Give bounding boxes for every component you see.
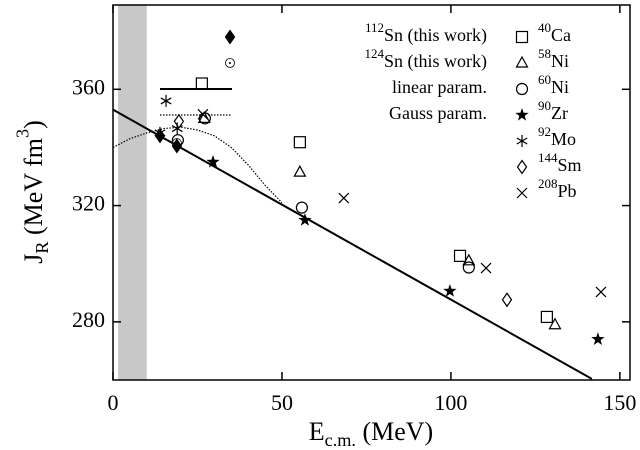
legend-name: Ni xyxy=(551,51,569,71)
marker xyxy=(298,213,312,226)
x-tick-label: 100 xyxy=(434,390,467,415)
line xyxy=(112,126,283,204)
marker xyxy=(480,262,492,274)
marker xyxy=(515,82,529,96)
legend-sup: 144 xyxy=(538,150,558,165)
legend-label: 124Sn (this work) xyxy=(365,46,488,72)
marker xyxy=(173,113,185,129)
legend-label: 60Ni xyxy=(538,72,569,97)
legend-label: 144Sm xyxy=(538,150,582,175)
legend-sup: 92 xyxy=(538,124,551,139)
label-part: ) xyxy=(19,120,48,129)
plot-frame xyxy=(112,4,631,381)
marker xyxy=(453,249,467,262)
y-axis-label: JR (MeV fm3) xyxy=(12,120,52,264)
legend-name: Sm xyxy=(558,155,582,175)
shaded-band xyxy=(118,5,147,380)
legend-label: 58Ni xyxy=(538,46,569,71)
marker xyxy=(540,310,553,324)
legend-name: Ca xyxy=(551,25,571,45)
marker xyxy=(516,187,528,199)
legend-sup: 58 xyxy=(538,46,551,61)
label-part: (MeV fm xyxy=(19,138,48,242)
marker xyxy=(206,154,220,168)
label-part: J xyxy=(19,254,48,264)
legend-sup: 90 xyxy=(538,98,551,113)
y-tick-label: 280 xyxy=(72,307,105,332)
legend-label: 112Sn (this work) xyxy=(365,20,487,46)
legend-sup: 60 xyxy=(538,72,551,87)
legend-label: Gauss param. xyxy=(389,103,487,123)
line xyxy=(112,108,593,380)
marker xyxy=(154,126,166,139)
legend-sup: 40 xyxy=(538,20,551,35)
legend-name: Sn (this work) xyxy=(384,25,487,46)
marker xyxy=(591,332,605,345)
marker xyxy=(195,77,208,90)
marker xyxy=(516,135,528,147)
legend-label: 40Ca xyxy=(538,20,571,45)
marker xyxy=(501,292,513,308)
marker xyxy=(224,29,236,45)
marker xyxy=(515,108,529,121)
marker xyxy=(338,192,350,204)
label-part: R xyxy=(32,241,52,254)
label-part: (MeV) xyxy=(356,417,433,446)
legend-name: Mo xyxy=(551,129,576,149)
legend-name: Zr xyxy=(551,103,568,123)
marker xyxy=(197,111,211,123)
marker xyxy=(171,134,184,147)
marker xyxy=(197,108,209,120)
marker xyxy=(443,284,457,297)
marker xyxy=(293,164,307,177)
marker xyxy=(225,58,235,68)
marker xyxy=(293,136,306,149)
y-tick-label: 360 xyxy=(72,74,105,99)
marker xyxy=(462,253,476,266)
y-tick-label: 320 xyxy=(72,191,105,216)
marker xyxy=(595,286,607,298)
legend-label: 92Mo xyxy=(538,124,576,149)
marker xyxy=(160,94,172,107)
x-tick-label: 150 xyxy=(603,390,636,415)
marker-ring xyxy=(225,58,235,68)
legend-name: Pb xyxy=(558,181,577,201)
legend-name: Gauss param. xyxy=(389,103,487,123)
marker xyxy=(462,261,475,274)
legend-sup: 124 xyxy=(365,46,385,61)
legend-name: linear param. xyxy=(392,77,487,97)
label-part: c.m. xyxy=(325,430,356,450)
legend-sup: 112 xyxy=(365,20,384,35)
legend-name: Ni xyxy=(551,77,569,97)
legend-label: 208Pb xyxy=(538,176,577,201)
legend-label: 90Zr xyxy=(538,98,568,123)
label-part: 3 xyxy=(12,129,32,138)
label-part: E xyxy=(309,417,325,446)
x-axis-label: Ec.m. (MeV) xyxy=(309,417,433,450)
marker xyxy=(515,30,529,44)
legend-name: Sn (this work) xyxy=(384,51,487,72)
x-tick-label: 50 xyxy=(271,390,293,415)
x-tick-label: 0 xyxy=(108,390,119,415)
marker xyxy=(516,159,528,175)
marker-dot xyxy=(175,142,178,145)
marker xyxy=(548,317,562,330)
legend-label: linear param. xyxy=(392,77,487,97)
legend-sup: 208 xyxy=(538,176,558,191)
marker-dot xyxy=(229,62,231,64)
marker xyxy=(295,201,308,214)
marker xyxy=(515,55,529,68)
